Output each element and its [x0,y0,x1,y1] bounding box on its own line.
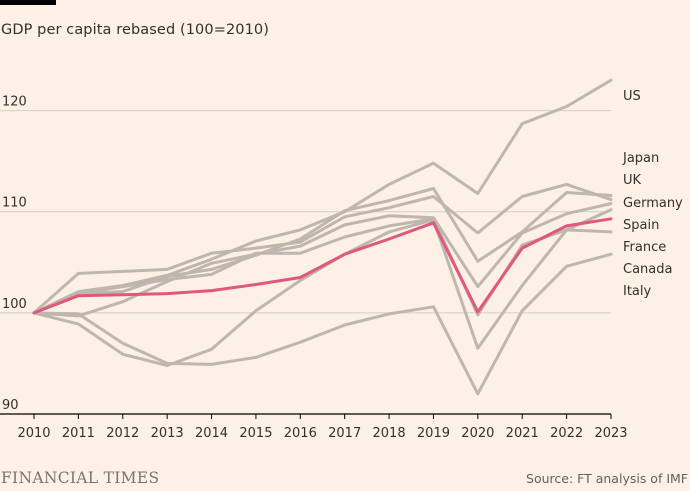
gridlines [0,110,611,415]
x-tick-label-2011: 2011 [62,426,95,441]
series-line-italy [32,252,613,396]
y-tick-label-100: 100 [2,297,27,312]
series-lines [32,78,613,396]
x-tick-label-2014: 2014 [195,426,228,441]
brand-bar [0,0,56,5]
series-labels: US Japan UK Germany Spain France Canada Italy [622,89,683,299]
series-line-us [32,78,613,315]
line-chart: 90 100 110 120 2010 2011 2012 2013 2014 2015 2016… [0,78,683,441]
x-tick-label-2010: 2010 [17,426,50,441]
x-tick-label-2022: 2022 [550,426,583,441]
x-tick-label-2018: 2018 [373,426,406,441]
x-tick-label-2017: 2017 [328,426,361,441]
x-tick-label-2021: 2021 [506,426,539,441]
x-tick-label-2019: 2019 [417,426,450,441]
y-tick-label-90: 90 [2,398,19,413]
series-label-japan: Japan [622,151,659,166]
x-tick-label-2013: 2013 [151,426,184,441]
x-tick-label-2015: 2015 [239,426,272,441]
x-tick-label-2023: 2023 [594,426,627,441]
y-tick-label-120: 120 [2,95,27,110]
series-line-canada [32,187,613,315]
source-note: Source: FT analysis of IMF [526,471,688,486]
x-tick-label-2016: 2016 [284,426,317,441]
series-label-italy: Italy [623,284,652,299]
series-label-france: France [623,240,666,255]
series-line-uk [32,217,613,315]
x-axis-ticks: 2010 2011 2012 2013 2014 2015 2016 2017 2018 2019… [17,414,628,441]
ft-logo: FINANCIAL TIMES [1,469,160,487]
series-label-uk: UK [623,173,642,188]
y-axis-ticks: 90 100 110 120 [2,95,27,413]
x-tick-label-2020: 2020 [461,426,494,441]
chart-subtitle: GDP per capita rebased (100=2010) [1,22,270,38]
series-label-spain: Spain [623,218,659,233]
series-label-germany: Germany [623,196,683,211]
series-label-canada: Canada [623,262,672,277]
series-line-germany [32,182,613,315]
series-line-japan [32,202,613,318]
x-tick-label-2012: 2012 [106,426,139,441]
y-tick-label-110: 110 [2,196,27,211]
series-label-us: US [623,89,641,104]
